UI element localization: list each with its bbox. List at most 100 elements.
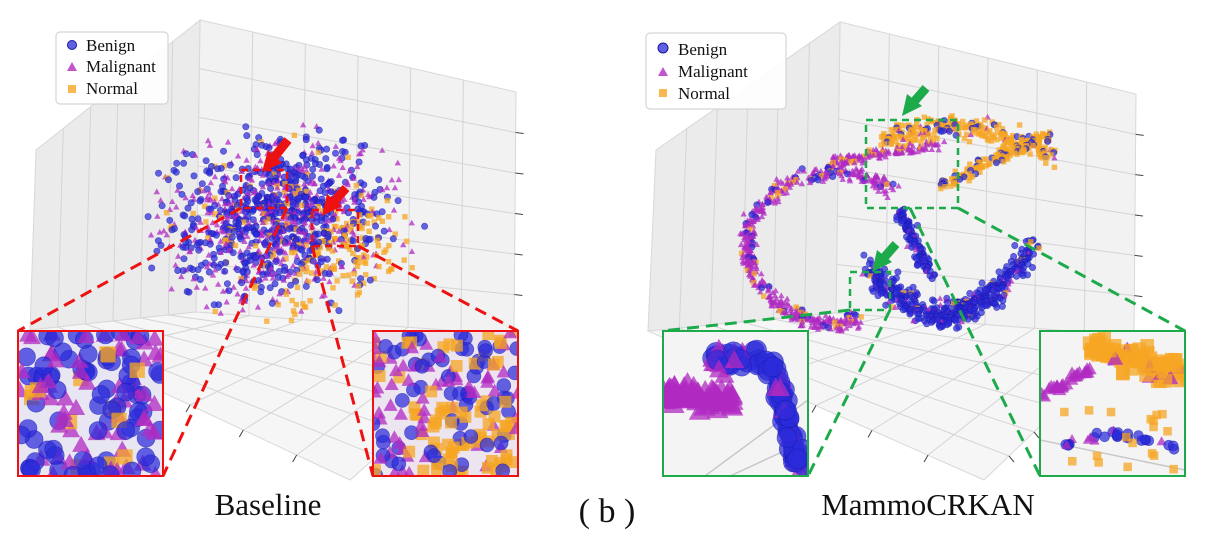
normal-point <box>977 169 983 175</box>
zoom-point <box>396 358 411 372</box>
normal-point <box>989 134 996 141</box>
malignant-point <box>838 172 845 179</box>
normal-point <box>996 154 1003 160</box>
normal-point <box>999 126 1006 132</box>
normal-point <box>951 180 957 187</box>
zoom-point <box>31 376 50 394</box>
malignant-point <box>391 184 399 191</box>
malignant-point <box>220 228 227 235</box>
tick-mark <box>515 132 524 134</box>
normal-point <box>832 319 838 325</box>
tick-mark <box>515 172 524 175</box>
malignant-point <box>274 243 281 249</box>
malignant-point <box>776 302 783 309</box>
normal-point <box>1016 122 1023 128</box>
normal-point <box>906 135 912 141</box>
zoom-point <box>60 453 79 470</box>
zoom-point <box>1133 354 1147 369</box>
normal-point <box>270 254 276 260</box>
malignant-point <box>258 232 265 239</box>
benign-point <box>157 241 165 249</box>
benign-point <box>166 216 174 224</box>
baseline-connector <box>161 207 289 477</box>
normal-point <box>978 124 985 130</box>
benign-point <box>188 226 196 234</box>
zoom-point <box>78 373 97 390</box>
benign-point <box>196 197 204 205</box>
zoom-point <box>373 451 388 464</box>
zoom-point <box>373 331 383 344</box>
malignant-point <box>186 248 193 255</box>
normal-point <box>344 220 350 227</box>
benign-point <box>271 280 279 288</box>
normal-point <box>345 154 351 160</box>
normal-point <box>304 265 310 271</box>
normal-point <box>993 124 1000 130</box>
tick-mark <box>514 294 523 296</box>
malignant-point <box>290 245 297 252</box>
normal-point <box>952 168 958 174</box>
zoom-point <box>481 369 496 383</box>
normal-point <box>293 226 299 232</box>
normal-point <box>320 239 326 245</box>
normal-point <box>221 163 227 169</box>
zoom-point <box>1059 376 1074 390</box>
malignant-point <box>800 167 808 174</box>
normal-point <box>1048 152 1054 158</box>
zoom-point <box>481 461 494 474</box>
benign-point <box>366 276 374 284</box>
malignant-point <box>784 174 791 181</box>
normal-point <box>252 285 258 291</box>
baseline-highlight-box-2 <box>310 208 360 248</box>
benign-point <box>187 199 195 207</box>
normal-point <box>317 245 323 251</box>
normal-point <box>747 226 753 232</box>
benign-point <box>212 231 220 239</box>
normal-point <box>948 183 954 189</box>
normal-point <box>319 208 325 214</box>
malignant-point <box>408 219 415 226</box>
normal-point <box>376 215 382 221</box>
benign-point <box>1044 137 1052 145</box>
normal-point <box>348 228 354 234</box>
malignant-point <box>818 323 825 330</box>
benign-point <box>1019 272 1027 280</box>
zoom-point <box>1099 431 1110 443</box>
malignant-point <box>172 261 179 268</box>
normal-point <box>270 250 277 256</box>
zoom-point <box>452 386 467 401</box>
benign-point <box>182 150 190 158</box>
malignant-point <box>933 141 940 148</box>
zoom-point <box>507 456 518 469</box>
malignant-point <box>217 309 224 316</box>
benign-point <box>380 227 388 235</box>
benign-point <box>144 213 152 221</box>
normal-point <box>288 249 295 256</box>
normal-point <box>979 164 985 170</box>
normal-point <box>401 257 407 263</box>
normal-point <box>296 271 303 277</box>
malignant-point <box>211 173 219 180</box>
gridline <box>140 63 146 319</box>
normal-point <box>934 135 940 142</box>
tick-mark <box>867 430 873 438</box>
malignant-point <box>205 251 212 258</box>
normal-point <box>932 127 938 133</box>
zoom-point <box>39 371 58 389</box>
malignant-point <box>967 131 974 138</box>
normal-point <box>985 130 991 136</box>
benign-point <box>993 303 1001 311</box>
benign-point <box>360 181 368 189</box>
zoom-point <box>1146 414 1155 424</box>
malignant-point <box>330 162 337 169</box>
zoom-point <box>1158 409 1167 419</box>
malignant-point <box>794 168 802 174</box>
malignant-point <box>293 252 301 259</box>
normal-point <box>271 171 277 177</box>
normal-point <box>376 263 382 270</box>
malignant-point <box>234 152 242 159</box>
normal-point <box>961 125 968 131</box>
malignant-point <box>207 179 214 186</box>
zoom-point <box>145 331 163 346</box>
benign-point <box>205 268 213 276</box>
